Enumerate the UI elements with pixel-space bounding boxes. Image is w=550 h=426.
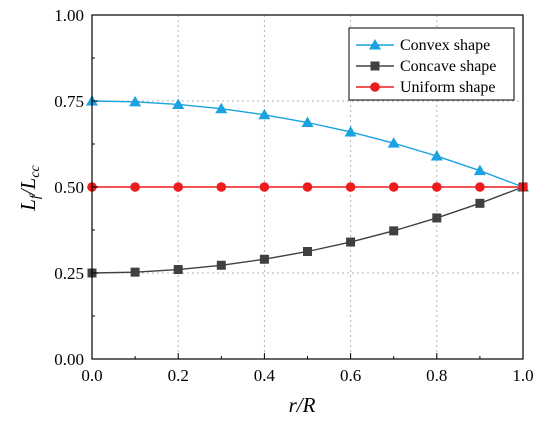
data-point [387, 137, 400, 148]
data-point [345, 182, 356, 192]
x-axis-title-main: r [289, 393, 298, 417]
x-axis-title-sep: / [296, 393, 305, 417]
data-point [432, 182, 442, 192]
y-axis-title-second: L [16, 178, 40, 191]
legend-marker [369, 39, 381, 50]
y-tick-label: 1.00 [54, 6, 84, 25]
series-layer [86, 95, 529, 278]
data-point [216, 182, 227, 192]
x-tick-label: 1.0 [512, 366, 533, 385]
data-point [344, 125, 357, 137]
x-tick-label: 0.6 [340, 366, 361, 385]
data-point [173, 265, 183, 275]
legend: Convex shape Concave shape Uniform shape [348, 27, 515, 101]
data-point [346, 237, 356, 247]
data-point [172, 98, 185, 109]
legend-marker [370, 61, 380, 71]
y-tick-label: 0.75 [54, 92, 84, 111]
y-axis-title: Lf/Lcc [16, 164, 43, 211]
legend-marks [356, 39, 394, 92]
data-point [130, 182, 140, 192]
data-point [432, 213, 442, 223]
x-tick-label: 0.8 [426, 366, 447, 385]
x-axis-title: r/R [289, 393, 316, 417]
series-circle [87, 182, 528, 192]
data-point [129, 95, 142, 107]
y-tick-label: 0.00 [54, 350, 84, 369]
data-point [216, 260, 226, 270]
x-tick-label: 0.0 [81, 366, 102, 385]
data-point [301, 116, 314, 127]
data-point [302, 182, 313, 192]
data-point [173, 182, 183, 192]
data-point [430, 150, 443, 161]
data-point [475, 198, 485, 208]
series-line [91, 100, 524, 188]
legend-label-uniform: Uniform shape [400, 79, 496, 96]
y-axis-title-sub: f [28, 193, 43, 199]
legend-label-concave: Concave shape [400, 58, 496, 75]
data-point [259, 182, 270, 192]
data-point [258, 108, 271, 120]
y-axis-title-sep: / [16, 187, 40, 196]
data-point [259, 254, 269, 264]
x-tick-label: 0.4 [254, 366, 276, 385]
series-square [87, 182, 528, 278]
y-axis-title-main: L [16, 199, 40, 212]
data-point [130, 267, 140, 277]
series-line [91, 186, 524, 274]
ticks: 0.0 0.2 0.4 0.6 0.8 1.0 0.00 0.25 0.50 0.75 1.00 [54, 6, 533, 385]
y-tick-label: 0.50 [54, 178, 84, 197]
x-axis-title-second: R [302, 393, 316, 417]
data-point [303, 247, 312, 256]
x-tick-label: 0.2 [168, 366, 189, 385]
legend-label-convex: Convex shape [400, 37, 490, 54]
y-axis-title-second-sub: cc [28, 164, 43, 177]
data-point [389, 226, 399, 236]
legend-marker [370, 82, 380, 92]
series-triangle [86, 95, 529, 192]
data-point [473, 164, 486, 176]
data-point [475, 182, 485, 192]
data-point [215, 102, 228, 114]
data-point [388, 182, 399, 192]
y-tick-label: 0.25 [54, 264, 84, 283]
